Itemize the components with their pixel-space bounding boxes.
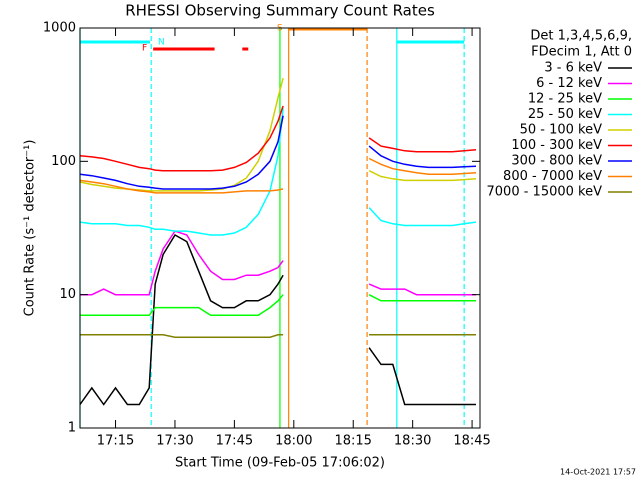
legend-label: 7000 - 15000 keV: [487, 185, 603, 200]
legend-label: 6 - 12 keV: [536, 76, 602, 91]
legend-label: 25 - 50 keV: [528, 107, 602, 122]
footer: 14-Oct-2021 17:57: [560, 468, 636, 477]
legend-label: 3 - 6 keV: [544, 61, 602, 76]
x-tick-label: 18:45: [453, 434, 490, 449]
series-line: [79, 115, 477, 190]
series-line: [79, 105, 477, 172]
flag-label: N: [158, 38, 165, 48]
chart-title: RHESSI Observing Summary Count Rates: [125, 2, 435, 20]
flag-bar: [396, 40, 465, 44]
series-line: [79, 108, 477, 236]
legend-header: Det 1,3,4,5,6,9,: [530, 29, 632, 44]
flag-bar: [153, 47, 215, 51]
legend-label: 12 - 25 keV: [528, 92, 602, 107]
legend-label: 100 - 300 keV: [511, 138, 602, 153]
y-tick-label: 1: [68, 421, 76, 436]
x-tick-label: 17:30: [156, 434, 193, 449]
flag-bar: [80, 40, 151, 44]
series-line: [80, 230, 476, 296]
series-line: [79, 233, 476, 406]
series-line: [79, 78, 477, 192]
flag-bar: [242, 47, 249, 51]
legend-label: 300 - 800 keV: [511, 154, 602, 169]
y-tick-label: 10: [59, 287, 76, 302]
flag-label: F: [142, 44, 147, 54]
series-line: [80, 294, 476, 317]
x-tick-label: 17:45: [216, 434, 253, 449]
flag-bar: [288, 27, 368, 31]
legend-label: 800 - 7000 keV: [503, 169, 602, 184]
series-line: [80, 334, 476, 338]
x-tick-label: 18:15: [334, 434, 371, 449]
x-axis-label: Start Time (09-Feb-05 17:06:02): [175, 456, 385, 471]
y-tick-label: 1000: [43, 21, 76, 36]
x-tick-label: 18:00: [275, 434, 312, 449]
legend-header: FDecim 1, Att 0: [531, 45, 632, 60]
series-line: [79, 157, 477, 194]
y-axis-label: Count Rate (s⁻¹ detector⁻¹): [23, 140, 38, 317]
x-tick-label: 17:15: [97, 434, 134, 449]
plot-frame: [79, 27, 481, 429]
y-tick-label: 100: [51, 154, 76, 169]
legend-label: 50 - 100 keV: [520, 123, 603, 138]
x-tick-label: 18:30: [394, 434, 431, 449]
